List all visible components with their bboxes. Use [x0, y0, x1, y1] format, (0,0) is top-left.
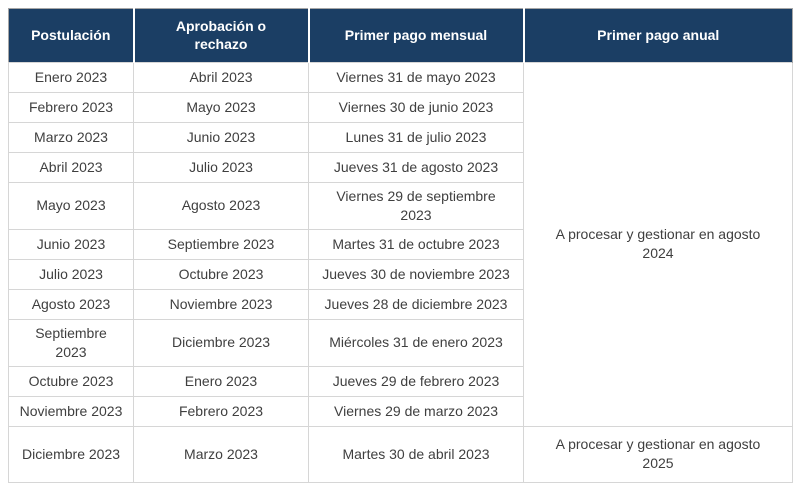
table-row: Mayo 2023 Agosto 2023 Viernes 29 de septie…: [8, 182, 793, 230]
cell-primer-pago-anual: A procesar y gestionar en agosto 2025: [523, 425, 793, 483]
cell-postulacion: Junio 2023: [8, 228, 134, 260]
cell-aprobacion-o-rechazo: Octubre 2023: [133, 258, 309, 290]
cell-aprobacion-o-rechazo: Mayo 2023: [133, 92, 309, 123]
table-row: Abril 2023 Julio 2023 Jueves 31 de agosto …: [8, 152, 793, 183]
table-row: Enero 2023 Abril 2023 Viernes 31 de mayo 2…: [8, 62, 793, 427]
header-postulacion: Postulación: [8, 8, 135, 63]
payment-schedule-table: Postulación Aprobación o rechazo Primer …: [8, 8, 793, 483]
cell-primer-pago-mensual: Jueves 28 de diciembre 2023: [308, 288, 524, 320]
table-row: Marzo 2023 Junio 2023 Lunes 31 de julio 20…: [8, 122, 793, 153]
cell-postulacion: Octubre 2023: [8, 365, 134, 397]
cell-primer-pago-mensual: Jueves 31 de agosto 2023: [308, 152, 524, 183]
cell-primer-pago-mensual: Jueves 30 de noviembre 2023: [308, 258, 524, 290]
page: Postulación Aprobación o rechazo Primer …: [8, 8, 793, 483]
table-row: Septiembre 2023 Diciembre 2023 Miércoles 3…: [8, 318, 793, 367]
cell-primer-pago-mensual: Viernes 29 de marzo 2023: [308, 395, 524, 427]
cell-primer-pago-mensual: Viernes 31 de mayo 2023: [308, 62, 524, 93]
header-primer-pago-anual: Primer pago anual: [523, 8, 793, 63]
cell-postulacion: Diciembre 2023: [8, 425, 134, 483]
cell-postulacion: Mayo 2023: [8, 182, 134, 230]
cell-aprobacion-o-rechazo: Noviembre 2023: [133, 288, 309, 320]
cell-primer-pago-mensual: Jueves 29 de febrero 2023: [308, 365, 524, 397]
cell-primer-pago-mensual: Viernes 29 de septiembre 2023: [308, 182, 524, 230]
cell-postulacion: Julio 2023: [8, 258, 134, 290]
cell-primer-pago-mensual: Miércoles 31 de enero 2023: [308, 318, 524, 367]
cell-aprobacion-o-rechazo: Julio 2023: [133, 152, 309, 183]
cell-postulacion: Abril 2023: [8, 152, 134, 183]
cell-aprobacion-o-rechazo: Agosto 2023: [133, 182, 309, 230]
table-row: Febrero 2023 Mayo 2023 Viernes 30 de junio…: [8, 92, 793, 123]
cell-aprobacion-o-rechazo: Septiembre 2023: [133, 228, 309, 260]
header-primer-pago-mensual: Primer pago mensual: [308, 8, 525, 63]
table-row: Agosto 2023 Noviembre 2023 Jueves 28 de di…: [8, 288, 793, 320]
cell-postulacion: Septiembre 2023: [8, 318, 134, 367]
cell-postulacion: Enero 2023: [8, 62, 134, 93]
cell-aprobacion-o-rechazo: Enero 2023: [133, 365, 309, 397]
cell-primer-pago-mensual: Lunes 31 de julio 2023: [308, 122, 524, 153]
cell-primer-pago-mensual: Viernes 30 de junio 2023: [308, 92, 524, 123]
cell-postulacion: Noviembre 2023: [8, 395, 134, 427]
header-aprobacion-o-rechazo: Aprobación o rechazo: [133, 8, 310, 63]
cell-primer-pago-mensual: Martes 31 de octubre 2023: [308, 228, 524, 260]
table-row: Julio 2023 Octubre 2023 Jueves 30 de novie…: [8, 258, 793, 290]
table-row: Noviembre 2023 Febrero 2023 Viernes 29 de …: [8, 395, 793, 427]
cell-postulacion: Febrero 2023: [8, 92, 134, 123]
table-body: Enero 2023 Abril 2023 Viernes 31 de mayo 2…: [8, 62, 793, 483]
cell-postulacion: Agosto 2023: [8, 288, 134, 320]
cell-aprobacion-o-rechazo: Diciembre 2023: [133, 318, 309, 367]
cell-aprobacion-o-rechazo: Junio 2023: [133, 122, 309, 153]
table-row: Octubre 2023 Enero 2023 Jueves 29 de febre…: [8, 365, 793, 397]
cell-aprobacion-o-rechazo: Marzo 2023: [133, 425, 309, 483]
cell-primer-pago-mensual: Martes 30 de abril 2023: [308, 425, 524, 483]
cell-postulacion: Marzo 2023: [8, 122, 134, 153]
cell-aprobacion-o-rechazo: Abril 2023: [133, 62, 309, 93]
table-row: Diciembre 2023 Marzo 2023 Martes 30 de abr…: [8, 425, 793, 483]
cell-primer-pago-anual: A procesar y gestionar en agosto 2024: [523, 62, 793, 427]
cell-aprobacion-o-rechazo: Febrero 2023: [133, 395, 309, 427]
header-row: Postulación Aprobación o rechazo Primer …: [8, 8, 793, 63]
